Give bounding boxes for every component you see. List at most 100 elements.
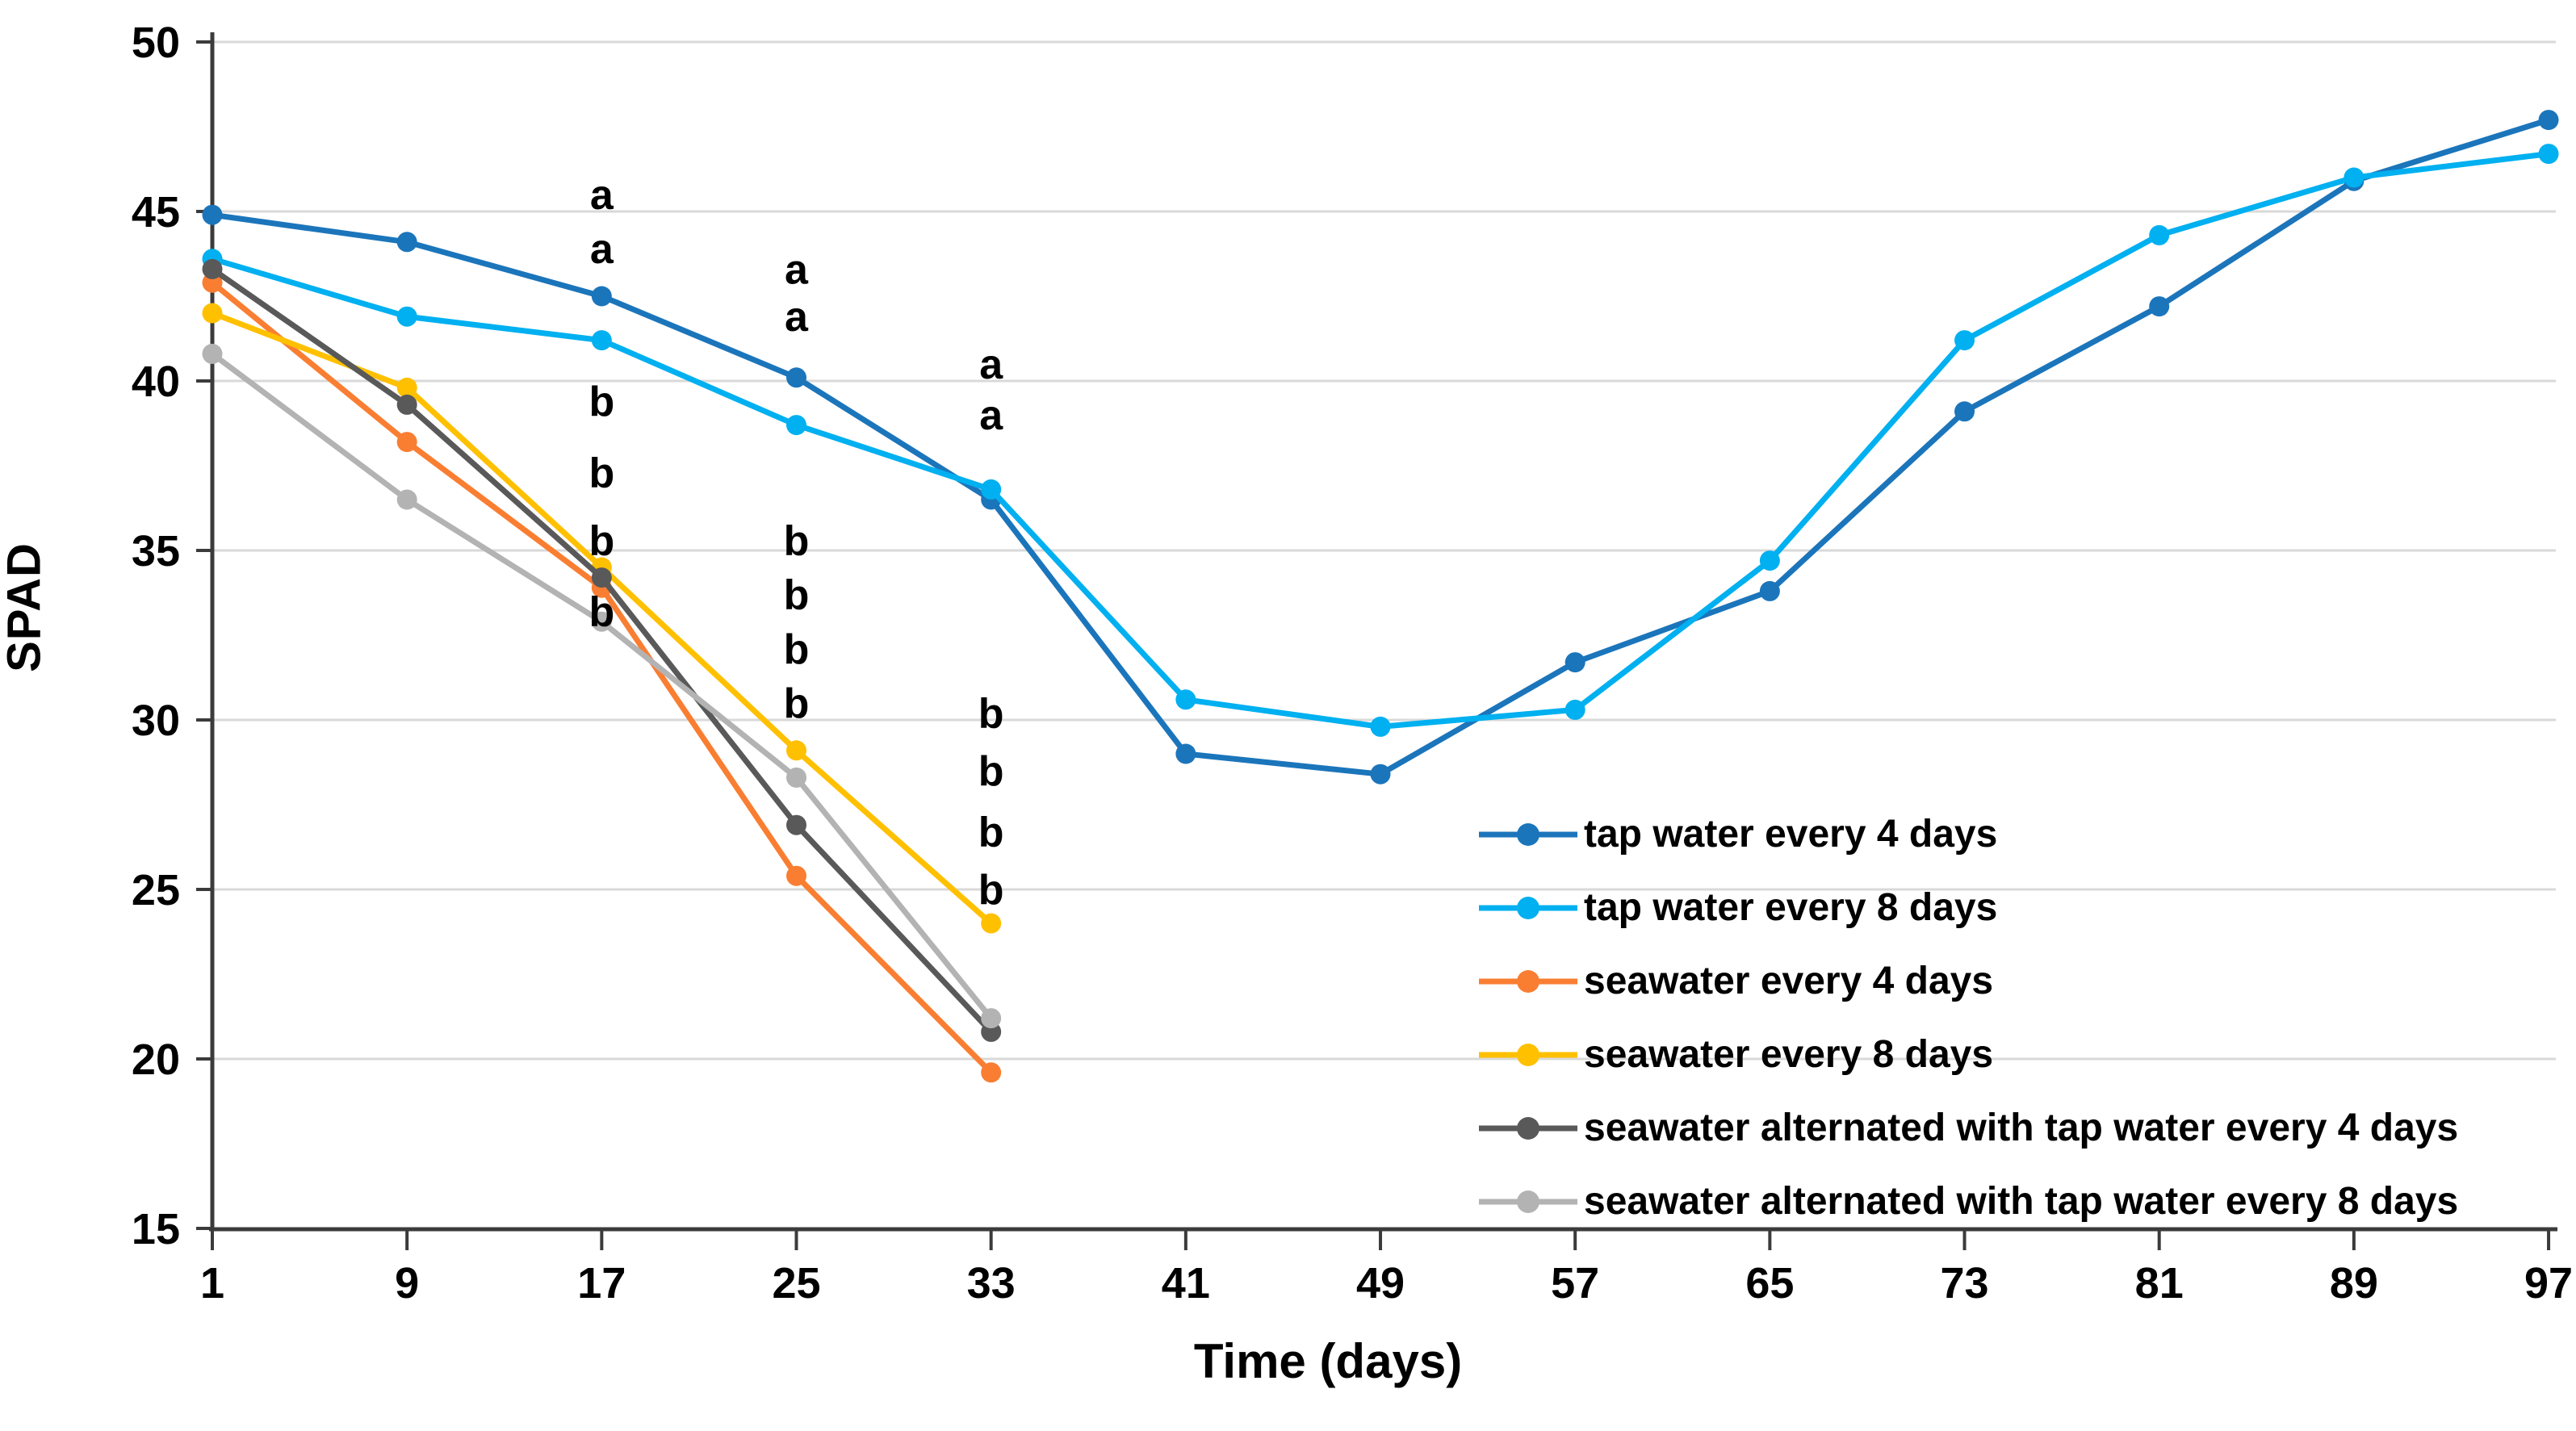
data-point bbox=[396, 232, 417, 253]
legend-label: seawater alternated with tap water every… bbox=[1584, 1107, 2459, 1149]
data-point bbox=[396, 377, 417, 398]
data-point bbox=[202, 343, 223, 364]
legend-item: tap water every 8 days bbox=[1477, 871, 2458, 944]
data-point bbox=[1370, 764, 1391, 785]
data-point bbox=[1370, 716, 1391, 737]
significance-letter: b bbox=[589, 379, 614, 425]
x-tick-label: 1 bbox=[200, 1259, 224, 1308]
data-point bbox=[1954, 401, 1975, 422]
data-point bbox=[2538, 110, 2559, 131]
data-point bbox=[2344, 167, 2364, 188]
legend-label: seawater every 8 days bbox=[1584, 1033, 1994, 1076]
data-point bbox=[2149, 296, 2170, 317]
significance-letter: a bbox=[590, 226, 614, 273]
x-tick-label: 97 bbox=[2524, 1259, 2573, 1308]
significance-letter: b bbox=[784, 572, 810, 619]
legend-marker-line-icon bbox=[1479, 1190, 1577, 1213]
data-point bbox=[786, 740, 807, 761]
legend-item: tap water every 4 days bbox=[1477, 797, 2458, 871]
y-axis-title: SPAD bbox=[0, 542, 51, 672]
data-point bbox=[396, 489, 417, 510]
data-point bbox=[591, 330, 612, 351]
y-tick-label: 40 bbox=[132, 358, 180, 406]
y-tick-label: 20 bbox=[132, 1036, 180, 1084]
chart-legend: tap water every 4 days tap water every 8 … bbox=[1477, 797, 2458, 1238]
data-point bbox=[1954, 330, 1975, 351]
data-point bbox=[1759, 580, 1780, 601]
series-line bbox=[209, 117, 2552, 777]
legend-marker-line-icon bbox=[1479, 1043, 1577, 1066]
significance-letter: b bbox=[589, 517, 614, 564]
significance-letter: b bbox=[589, 450, 614, 496]
data-point bbox=[591, 567, 612, 588]
data-point bbox=[981, 1008, 1002, 1029]
significance-letter: b bbox=[978, 691, 1004, 738]
y-tick-label: 25 bbox=[132, 866, 180, 914]
data-point bbox=[786, 814, 807, 835]
data-point bbox=[786, 865, 807, 886]
y-tick-label: 30 bbox=[132, 697, 180, 745]
x-tick-label: 73 bbox=[1940, 1259, 1988, 1308]
x-tick-label: 41 bbox=[1162, 1259, 1210, 1308]
significance-letter: b bbox=[784, 517, 810, 564]
legend-item: seawater alternated with tap water every… bbox=[1477, 1091, 2458, 1165]
significance-letter: a bbox=[785, 294, 809, 341]
x-tick-label: 65 bbox=[1745, 1259, 1794, 1308]
significance-letter: b bbox=[784, 626, 810, 673]
y-tick-label: 50 bbox=[132, 19, 180, 67]
x-tick-label: 81 bbox=[2135, 1259, 2184, 1308]
data-point bbox=[981, 479, 1002, 500]
significance-letter: b bbox=[978, 748, 1004, 795]
series-line bbox=[209, 151, 2552, 730]
data-point bbox=[202, 303, 223, 324]
data-point bbox=[1564, 652, 1585, 673]
legend-item: seawater alternated with tap water every… bbox=[1477, 1165, 2458, 1238]
significance-letter: a bbox=[785, 246, 809, 293]
legend-label: seawater every 4 days bbox=[1584, 960, 1994, 1002]
data-point bbox=[202, 258, 223, 279]
x-tick-label: 9 bbox=[395, 1259, 419, 1308]
data-point bbox=[1759, 550, 1780, 571]
y-tick-label: 35 bbox=[132, 527, 180, 575]
x-tick-label: 49 bbox=[1356, 1259, 1405, 1308]
data-point bbox=[396, 432, 417, 453]
y-tick-label: 15 bbox=[132, 1205, 180, 1253]
significance-letter: a bbox=[979, 341, 1003, 388]
significance-letter: b bbox=[978, 867, 1004, 914]
data-point bbox=[396, 306, 417, 327]
legend-item: seawater every 4 days bbox=[1477, 944, 2458, 1018]
data-point bbox=[786, 767, 807, 788]
x-tick-label: 57 bbox=[1551, 1259, 1599, 1308]
significance-letter: a bbox=[979, 392, 1003, 439]
data-point bbox=[2149, 224, 2170, 245]
x-axis-title: Time (days) bbox=[1193, 1334, 1463, 1388]
legend-marker-line-icon bbox=[1479, 969, 1577, 993]
data-point bbox=[1175, 743, 1196, 764]
legend-marker-line-icon bbox=[1479, 1116, 1577, 1140]
data-point bbox=[2538, 144, 2559, 165]
legend-label: tap water every 4 days bbox=[1584, 813, 1998, 856]
significance-letter: a bbox=[590, 172, 614, 219]
significance-letter: b bbox=[589, 589, 614, 636]
data-point bbox=[396, 394, 417, 415]
legend-label: tap water every 8 days bbox=[1584, 886, 1998, 929]
data-point bbox=[786, 415, 807, 436]
x-tick-label: 25 bbox=[772, 1259, 820, 1308]
legend-marker-line-icon bbox=[1479, 822, 1577, 846]
legend-marker-line-icon bbox=[1479, 896, 1577, 919]
significance-letter: b bbox=[978, 810, 1004, 856]
data-point bbox=[591, 611, 612, 632]
y-tick-label: 45 bbox=[132, 188, 180, 236]
data-point bbox=[981, 1062, 1002, 1083]
data-point bbox=[591, 286, 612, 307]
legend-label: seawater alternated with tap water every… bbox=[1584, 1180, 2459, 1223]
significance-letter: b bbox=[784, 680, 810, 727]
legend-item: seawater every 8 days bbox=[1477, 1018, 2458, 1091]
x-tick-label: 33 bbox=[967, 1259, 1016, 1308]
data-point bbox=[786, 367, 807, 388]
data-point bbox=[1175, 689, 1196, 710]
x-tick-label: 89 bbox=[2330, 1259, 2378, 1308]
x-tick-label: 17 bbox=[577, 1259, 626, 1308]
